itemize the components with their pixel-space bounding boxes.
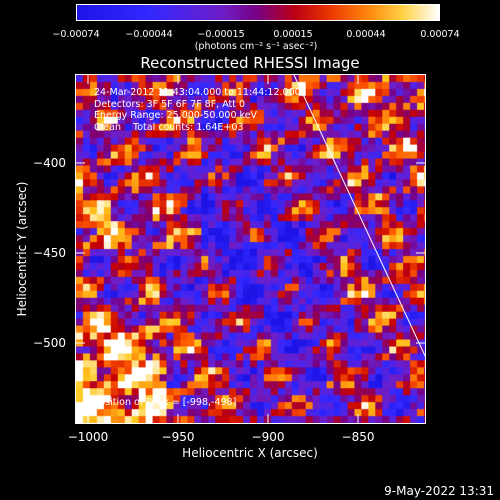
colorbar-tick: 0.00015	[273, 29, 313, 40]
colorbar-tick: −0.00074	[52, 29, 100, 40]
x-tick-label: −1000	[67, 430, 109, 444]
timestamp-footer: 9-May-2022 13:31	[384, 484, 494, 498]
colorbar-tick: −0.00015	[197, 29, 245, 40]
x-tick-label: −900	[251, 430, 285, 444]
colorbar-tick: 0.00044	[346, 29, 386, 40]
x-axis-label: Heliocentric X (arcsec)	[182, 446, 318, 460]
colorbar	[76, 4, 440, 21]
time-range: 24-Mar-2012 11:43:04.000 to 11:44:12.000	[94, 87, 301, 98]
y-tick-label: −400	[33, 156, 66, 170]
energy-range: Energy Range: 25.000-50.000 keV	[94, 110, 258, 121]
colorbar-units: (photons cm⁻² s⁻¹ asec⁻²)	[194, 41, 318, 52]
x-tick-label: −850	[341, 430, 375, 444]
annotation-block: 24-Mar-2012 11:43:04.000 to 11:44:12.000…	[94, 87, 301, 133]
heatmap-image	[76, 75, 425, 423]
y-tick-label: −450	[33, 246, 66, 260]
clean-counts: Clean Total counts: 1.64E+03	[94, 121, 244, 133]
colorbar-tick: 0.00074	[420, 29, 460, 40]
detectors: Detectors: 3F 5F 6F 7F 8F, Att 0	[94, 98, 246, 110]
peak-position: Position of Peak = [-998,-498]	[94, 397, 237, 408]
y-axis-label: Heliocentric Y (arcsec)	[15, 181, 29, 317]
plot-title: Reconstructed RHESSI Image	[140, 54, 360, 72]
colorbar-tick: −0.00044	[125, 29, 173, 40]
y-tick-label: −500	[33, 336, 66, 350]
x-tick-label: −950	[161, 430, 195, 444]
image-plot: 24-Mar-2012 11:43:04.000 to 11:44:12.000…	[75, 74, 426, 424]
limb-overlay	[293, 75, 425, 357]
solar-limb-line	[293, 75, 425, 357]
